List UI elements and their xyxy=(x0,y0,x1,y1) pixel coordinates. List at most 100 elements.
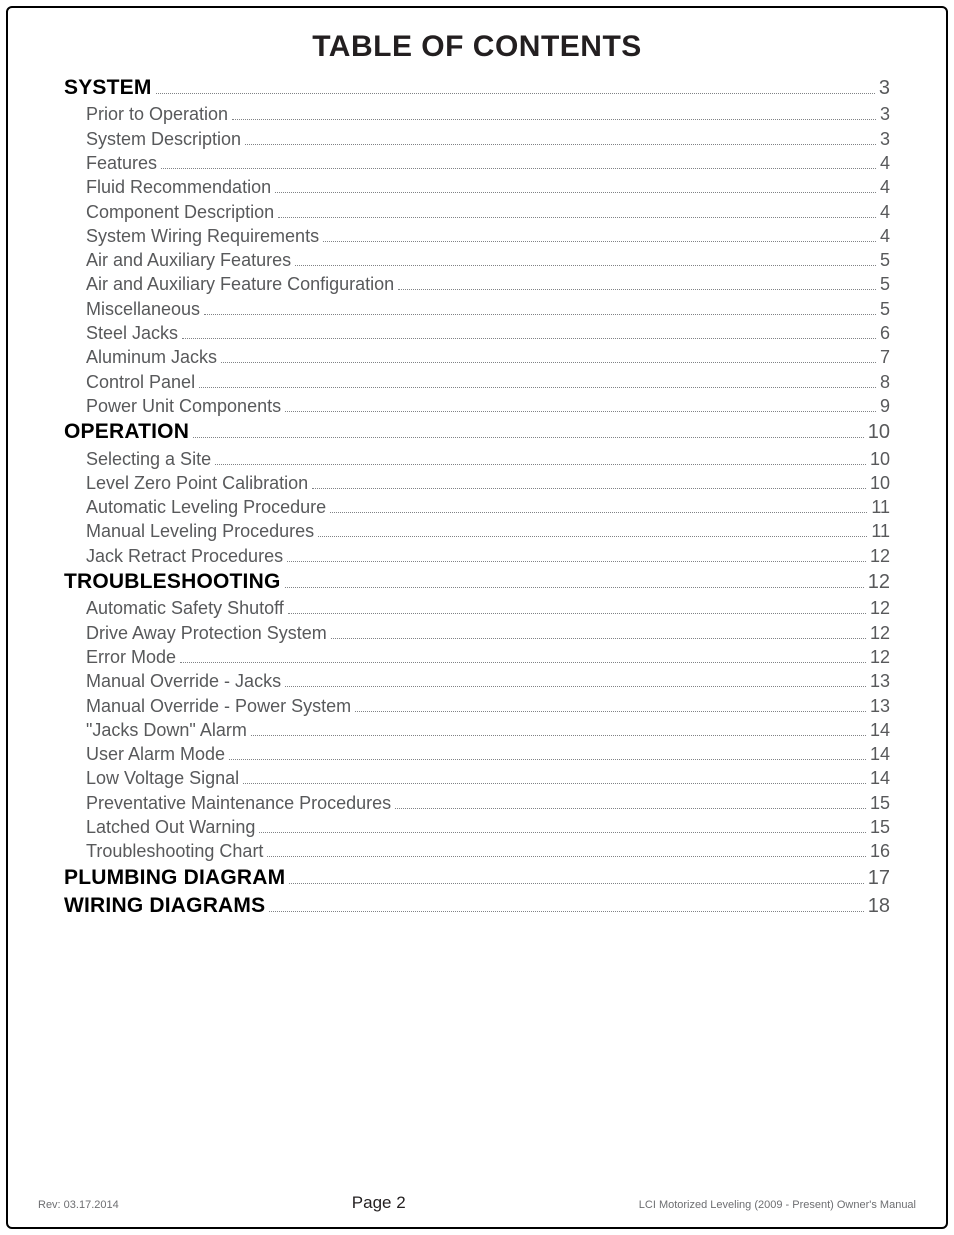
toc-page-number: 7 xyxy=(880,345,890,369)
toc-leader-dots xyxy=(331,622,866,638)
toc-page-number: 3 xyxy=(880,102,890,126)
toc-page-number: 10 xyxy=(870,447,890,471)
toc-page-number: 5 xyxy=(880,272,890,296)
toc-page-number: 18 xyxy=(868,893,890,920)
toc-label: Air and Auxiliary Features xyxy=(86,248,291,272)
toc-page-number: 15 xyxy=(870,791,890,815)
toc-page-number: 10 xyxy=(870,471,890,495)
toc-leader-dots xyxy=(269,896,863,912)
toc-label: Jack Retract Procedures xyxy=(86,544,283,568)
toc-label: Automatic Safety Shutoff xyxy=(86,596,284,620)
toc-entry: Power Unit Components9 xyxy=(64,394,890,418)
toc-page-number: 11 xyxy=(871,495,890,519)
toc-page-number: 14 xyxy=(870,718,890,742)
toc-page-number: 12 xyxy=(868,569,890,596)
page-frame: TABLE OF CONTENTS SYSTEM3Prior to Operat… xyxy=(6,6,948,1229)
toc-label: WIRING DIAGRAMS xyxy=(64,892,265,920)
toc-leader-dots xyxy=(395,793,866,809)
toc-page-number: 5 xyxy=(880,248,890,272)
toc-entry: System Description3 xyxy=(64,127,890,151)
toc-page-number: 12 xyxy=(870,645,890,669)
toc-leader-dots xyxy=(182,323,876,339)
toc-label: "Jacks Down" Alarm xyxy=(86,718,247,742)
toc-section: PLUMBING DIAGRAM 17 xyxy=(64,864,890,892)
toc-label: Fluid Recommendation xyxy=(86,175,271,199)
toc-leader-dots xyxy=(267,841,866,857)
toc-page-number: 4 xyxy=(880,175,890,199)
toc-label: Drive Away Protection System xyxy=(86,621,327,645)
toc-label: Miscellaneous xyxy=(86,297,200,321)
toc-entry: Air and Auxiliary Features 5 xyxy=(64,248,890,272)
toc-leader-dots xyxy=(318,521,867,537)
toc-leader-dots xyxy=(275,177,876,193)
toc-page-number: 12 xyxy=(870,621,890,645)
toc-page-number: 9 xyxy=(880,394,890,418)
toc-entry: Manual Override - Power System13 xyxy=(64,694,890,718)
toc-leader-dots xyxy=(312,473,866,489)
toc-leader-dots xyxy=(251,720,866,736)
toc-leader-dots xyxy=(285,572,864,588)
toc-entry: Jack Retract Procedures12 xyxy=(64,544,890,568)
toc-leader-dots xyxy=(243,768,866,784)
toc-leader-dots xyxy=(180,647,866,663)
toc-label: Error Mode xyxy=(86,645,176,669)
toc-entry: "Jacks Down" Alarm 14 xyxy=(64,718,890,742)
toc-label: Control Panel xyxy=(86,370,195,394)
toc-page-number: 4 xyxy=(880,151,890,175)
toc-page-number: 5 xyxy=(880,297,890,321)
toc-entry: Miscellaneous 5 xyxy=(64,297,890,321)
toc-label: Features xyxy=(86,151,157,175)
toc-page-number: 4 xyxy=(880,224,890,248)
toc-label: Low Voltage Signal xyxy=(86,766,239,790)
toc-label: Steel Jacks xyxy=(86,321,178,345)
toc-label: Preventative Maintenance Procedures xyxy=(86,791,391,815)
toc-label: Manual Override - Jacks xyxy=(86,669,281,693)
toc-leader-dots xyxy=(229,744,866,760)
toc-entry: Control Panel 8 xyxy=(64,370,890,394)
toc-leader-dots xyxy=(355,695,866,711)
toc-entry: Automatic Safety Shutoff 12 xyxy=(64,596,890,620)
toc-page-number: 17 xyxy=(868,865,890,892)
toc-label: TROUBLESHOOTING xyxy=(64,568,281,596)
toc-label: Selecting a Site xyxy=(86,447,211,471)
toc-entry: Latched Out Warning 15 xyxy=(64,815,890,839)
toc-leader-dots xyxy=(323,226,876,242)
toc-entry: Troubleshooting Chart16 xyxy=(64,839,890,863)
toc-label: Air and Auxiliary Feature Configuration xyxy=(86,272,394,296)
toc-leader-dots xyxy=(287,546,866,562)
toc-leader-dots xyxy=(156,78,875,94)
toc-section: OPERATION10 xyxy=(64,418,890,446)
toc-entry: Air and Auxiliary Feature Configuration 5 xyxy=(64,272,890,296)
toc-leader-dots xyxy=(278,201,876,217)
toc-leader-dots xyxy=(289,867,863,883)
toc-page-number: 12 xyxy=(870,596,890,620)
toc-section: SYSTEM3 xyxy=(64,74,890,102)
toc-leader-dots xyxy=(245,128,876,144)
toc-section: TROUBLESHOOTING 12 xyxy=(64,568,890,596)
toc-entry: Prior to Operation 3 xyxy=(64,102,890,126)
toc-page-number: 15 xyxy=(870,815,890,839)
toc-page-number: 14 xyxy=(870,766,890,790)
toc-label: PLUMBING DIAGRAM xyxy=(64,864,285,892)
toc-leader-dots xyxy=(288,598,866,614)
toc-leader-dots xyxy=(193,422,864,438)
toc-page-number: 13 xyxy=(870,669,890,693)
toc-leader-dots xyxy=(232,104,876,120)
toc-entry: Level Zero Point Calibration10 xyxy=(64,471,890,495)
toc-entry: Error Mode 12 xyxy=(64,645,890,669)
toc-page-number: 8 xyxy=(880,370,890,394)
toc-entry: Automatic Leveling Procedure11 xyxy=(64,495,890,519)
toc-label: Aluminum Jacks xyxy=(86,345,217,369)
toc-leader-dots xyxy=(295,250,876,266)
toc-entry: User Alarm Mode14 xyxy=(64,742,890,766)
toc-leader-dots xyxy=(259,817,866,833)
toc-label: Prior to Operation xyxy=(86,102,228,126)
toc-page-number: 13 xyxy=(870,694,890,718)
toc-label: Latched Out Warning xyxy=(86,815,255,839)
toc-label: Manual Leveling Procedures xyxy=(86,519,314,543)
toc-label: SYSTEM xyxy=(64,74,152,102)
toc-label: Troubleshooting Chart xyxy=(86,839,263,863)
footer-page-number: Page 2 xyxy=(352,1193,406,1213)
toc-entry: Fluid Recommendation 4 xyxy=(64,175,890,199)
footer-doc-title: LCI Motorized Leveling (2009 - Present) … xyxy=(639,1199,916,1211)
